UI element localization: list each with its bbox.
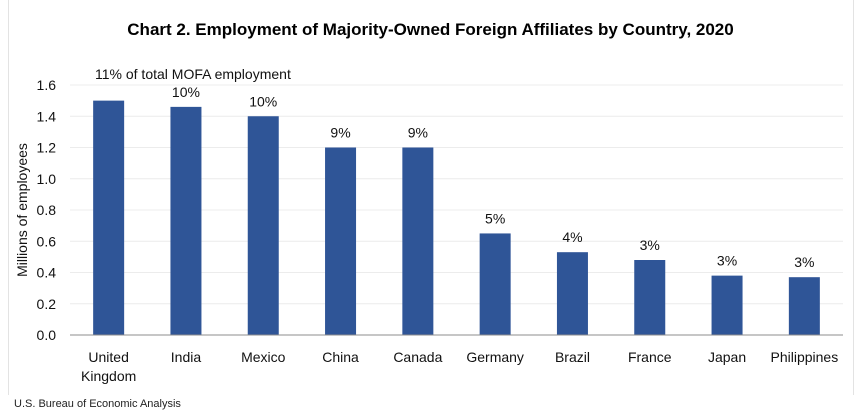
data-label: 3% bbox=[717, 253, 737, 269]
bar bbox=[402, 147, 434, 335]
x-tick-label: Japan bbox=[708, 349, 746, 365]
data-label: 10% bbox=[249, 93, 277, 109]
x-tick-label: Canada bbox=[393, 349, 442, 365]
data-label: 9% bbox=[330, 125, 350, 141]
data-label: 3% bbox=[640, 237, 660, 253]
bar bbox=[170, 106, 202, 335]
y-tick-label: 1.0 bbox=[37, 171, 57, 187]
data-label: 3% bbox=[794, 254, 814, 270]
x-tick-label: Philippines bbox=[770, 349, 838, 365]
bar bbox=[634, 260, 666, 335]
bar bbox=[711, 275, 743, 335]
y-tick-label: 0.8 bbox=[37, 202, 57, 218]
x-tick-label: Germany bbox=[466, 349, 524, 365]
y-tick-label: 1.4 bbox=[37, 108, 57, 124]
x-tick-label: China bbox=[322, 349, 359, 365]
bar bbox=[556, 252, 588, 335]
y-tick-label: 0.2 bbox=[37, 296, 57, 312]
y-tick-label: 1.2 bbox=[37, 140, 57, 156]
data-label: 4% bbox=[562, 229, 582, 245]
x-tick-label: Kingdom bbox=[81, 368, 136, 384]
data-label: 5% bbox=[485, 210, 505, 226]
y-tick-label: 0.0 bbox=[37, 327, 57, 343]
y-tick-label: 0.4 bbox=[37, 265, 57, 281]
data-label: 10% bbox=[172, 84, 200, 100]
bar bbox=[93, 100, 125, 335]
x-tick-label: Mexico bbox=[241, 349, 286, 365]
y-tick-label: 1.6 bbox=[37, 77, 57, 93]
y-tick-label: 0.6 bbox=[37, 233, 57, 249]
bar bbox=[325, 147, 357, 335]
x-tick-label: Brazil bbox=[555, 349, 590, 365]
chart-title: Chart 2. Employment of Majority-Owned Fo… bbox=[127, 20, 734, 39]
x-tick-label: India bbox=[171, 349, 202, 365]
chart-frame bbox=[8, 0, 854, 395]
data-label: 9% bbox=[408, 125, 428, 141]
x-tick-label: France bbox=[628, 349, 672, 365]
bar bbox=[247, 116, 279, 335]
data-label: 11% of total MOFA employment bbox=[95, 66, 291, 82]
x-tick-label: United bbox=[88, 349, 128, 365]
y-axis-title: Millions of employees bbox=[14, 143, 30, 277]
source-note: U.S. Bureau of Economic Analysis bbox=[14, 398, 181, 410]
bar bbox=[479, 233, 511, 335]
bar bbox=[788, 277, 820, 335]
